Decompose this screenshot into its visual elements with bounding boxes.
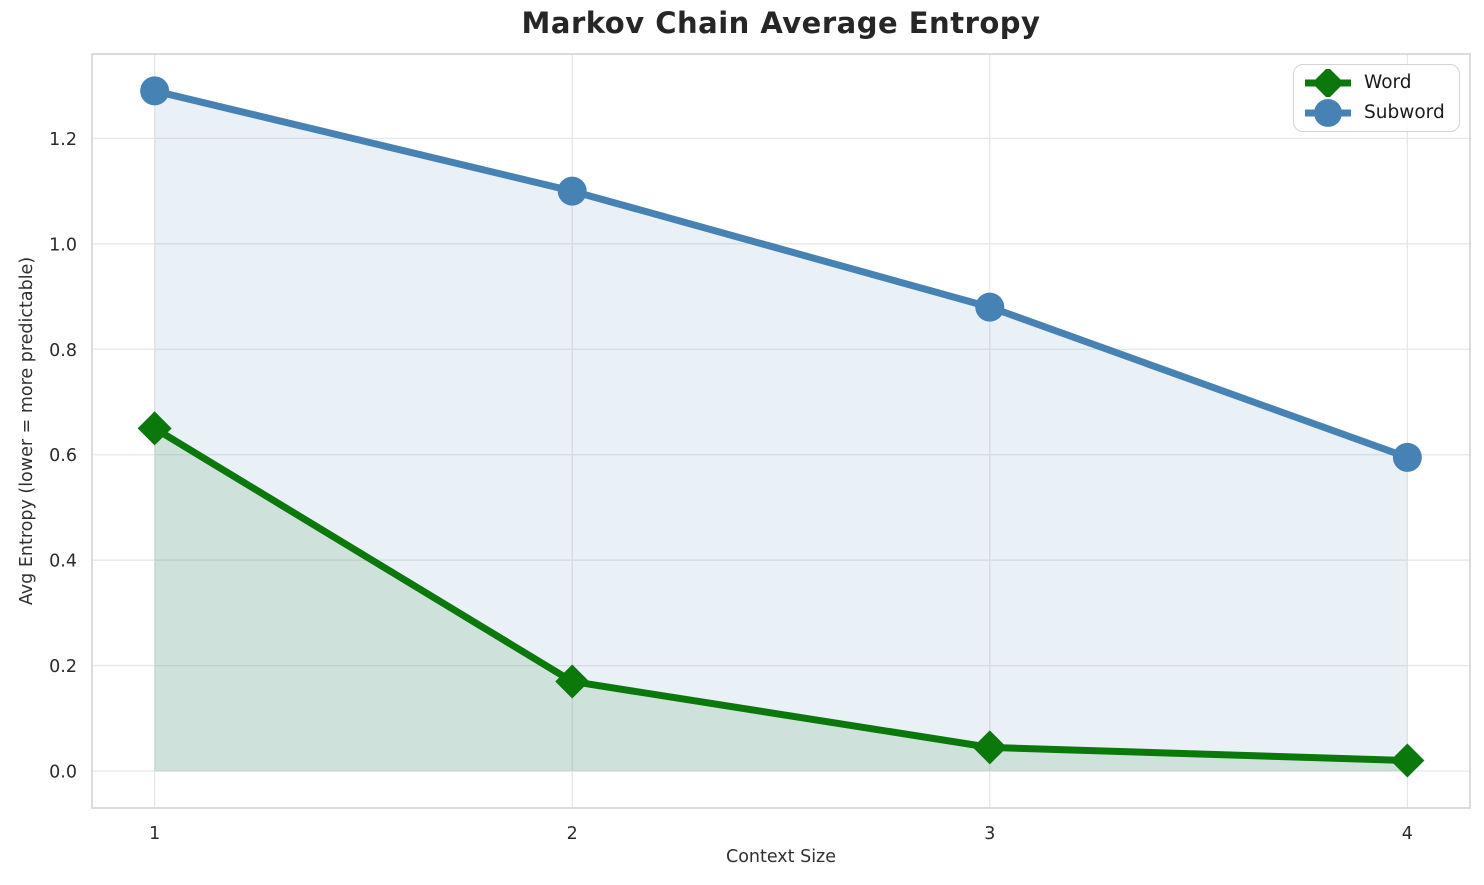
- word-point-3: [972, 730, 1007, 765]
- word-point-1: [137, 411, 172, 446]
- y-tick-0.2: 0.2: [49, 657, 77, 677]
- chart-title: Markov Chain Average Entropy: [521, 6, 1041, 40]
- y-tick-0.4: 0.4: [49, 552, 77, 572]
- x-tick-4: 4: [1402, 824, 1413, 844]
- y-axis-label: Avg Entropy (lower = more predictable): [17, 256, 37, 606]
- y-tick-1.2: 1.2: [49, 130, 77, 150]
- word-point-4: [1390, 743, 1425, 778]
- plot-area: [92, 54, 1470, 808]
- x-tick-2: 2: [567, 824, 578, 844]
- x-tick-3: 3: [984, 824, 995, 844]
- x-axis-label: Context Size: [725, 847, 837, 867]
- legend-label-word: Word: [1364, 71, 1412, 93]
- y-tick-0.6: 0.6: [49, 446, 77, 466]
- word-point-2: [555, 664, 590, 699]
- word-area-fill: [154, 428, 1408, 772]
- y-tick-0: 0.0: [49, 763, 77, 783]
- subword-point-3: [975, 292, 1005, 322]
- subword-circle-marker-icon: [1305, 99, 1351, 127]
- x-tick-1: 1: [149, 824, 160, 844]
- word-diamond-marker-icon: [1305, 69, 1351, 97]
- legend: Word Subword: [1293, 64, 1460, 132]
- subword-point-2: [557, 176, 587, 206]
- subword-point-1: [140, 76, 170, 106]
- y-tick-1: 1.0: [49, 235, 77, 255]
- legend-item-subword: Subword: [1302, 99, 1447, 127]
- legend-label-subword: Subword: [1364, 101, 1445, 123]
- y-tick-0.8: 0.8: [49, 341, 77, 361]
- subword-line: [151, 87, 1411, 461]
- legend-item-word: Word: [1302, 69, 1447, 97]
- subword-point-4: [1392, 442, 1422, 472]
- word-line: [151, 424, 1411, 765]
- subword-area-fill: [154, 90, 1408, 772]
- plot-border: [91, 53, 1471, 809]
